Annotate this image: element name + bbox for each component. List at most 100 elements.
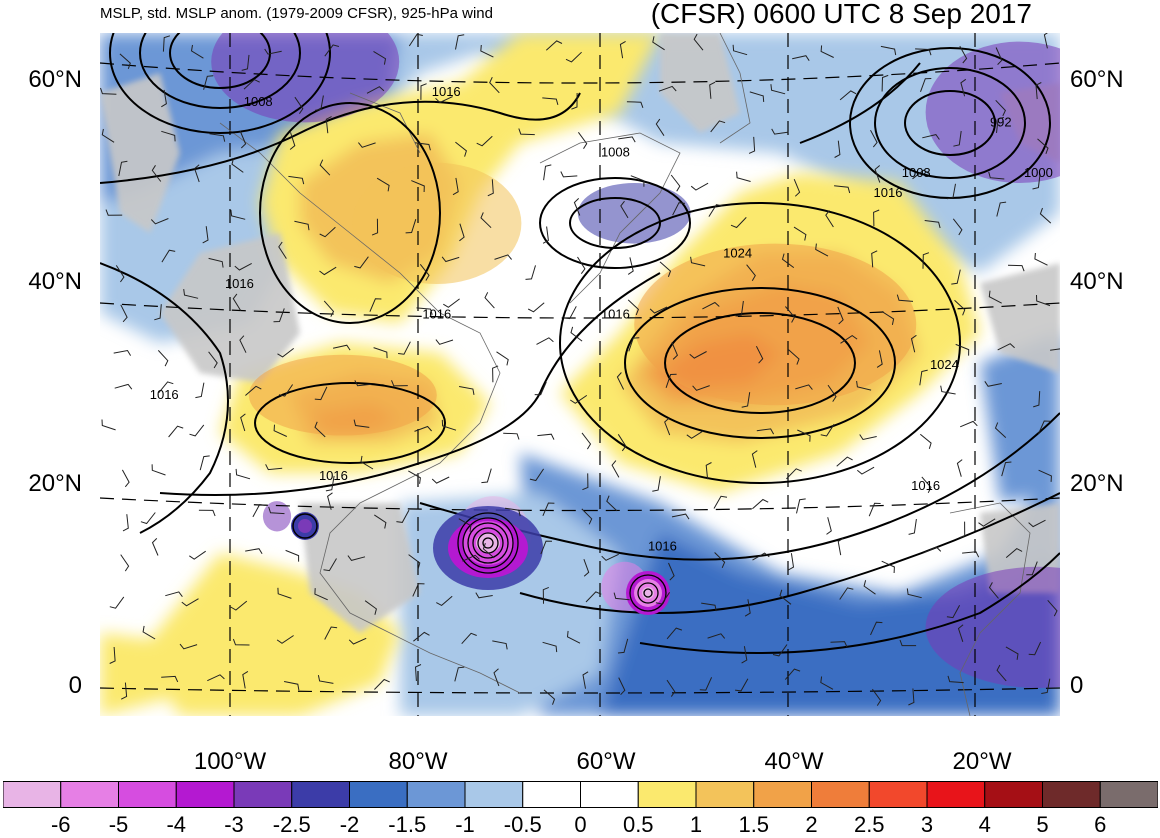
colorbar-swatch xyxy=(349,781,408,808)
wind-barb xyxy=(492,365,499,383)
wind-barb xyxy=(317,675,334,684)
wind-barb xyxy=(577,256,586,274)
lat-label-left: 20°N xyxy=(28,470,82,497)
wind-barb xyxy=(414,425,432,432)
wind-barb xyxy=(161,130,176,142)
wind-barb xyxy=(374,678,390,690)
wind-barb xyxy=(243,79,260,90)
wind-barb xyxy=(161,249,176,263)
wind-barb xyxy=(582,473,589,491)
wind-barb xyxy=(701,602,717,612)
wind-barb xyxy=(1007,264,1025,272)
colorbar-label: -1 xyxy=(455,812,475,837)
wind-barb xyxy=(565,51,582,63)
wind-barb xyxy=(954,299,966,316)
wind-barb xyxy=(995,99,1007,117)
map-title-right: (CFSR) 0600 UTC 8 Sep 2017 xyxy=(650,0,1032,29)
wind-barb xyxy=(189,424,205,437)
wind-barb xyxy=(988,171,1005,180)
lon-label: 20°W xyxy=(952,748,1012,775)
wind-barb xyxy=(830,641,848,648)
storm-irma xyxy=(433,506,543,590)
wind-barb xyxy=(834,185,851,194)
wind-barb xyxy=(1026,561,1038,576)
colorbar-label: -3 xyxy=(224,812,244,837)
wind-barb xyxy=(277,348,295,358)
wind-barb xyxy=(755,345,764,364)
wind-barb xyxy=(114,383,133,390)
isobar-label: 1016 xyxy=(432,84,461,99)
colorbar-swatch xyxy=(233,781,293,808)
colorbar xyxy=(2,781,1159,808)
wind-barb xyxy=(915,48,932,56)
wind-barb xyxy=(540,540,553,555)
wind-barb xyxy=(836,456,853,467)
wind-barb xyxy=(752,552,770,561)
wind-barb xyxy=(746,264,756,282)
colorbar-swatch xyxy=(984,781,1043,808)
anomaly-region xyxy=(211,33,400,123)
colorbar-label: 6 xyxy=(1094,812,1107,837)
wind-barb xyxy=(1050,348,1060,351)
wind-barb xyxy=(319,159,331,176)
wind-barb xyxy=(157,350,169,367)
wind-barb xyxy=(996,664,1007,682)
wind-barb xyxy=(1038,469,1052,482)
colorbar-swatch xyxy=(291,781,350,808)
wind-barb xyxy=(958,521,966,539)
wind-barb xyxy=(620,200,629,219)
wind-barb xyxy=(542,502,555,516)
wind-barb xyxy=(708,204,723,217)
colorbar-label: -5 xyxy=(108,812,129,837)
wind-barb xyxy=(779,589,792,605)
wind-barb xyxy=(627,299,639,316)
wind-barb xyxy=(179,643,198,650)
wind-barb xyxy=(241,54,250,71)
lon-label: 60°W xyxy=(576,748,636,775)
wind-barb xyxy=(408,554,421,569)
wind-barb xyxy=(373,50,387,65)
wind-barb xyxy=(611,460,620,478)
colorbar-label: 5 xyxy=(1036,812,1049,837)
wind-barb xyxy=(752,498,769,510)
wind-barb xyxy=(234,262,252,271)
anomaly-region xyxy=(248,354,437,436)
wind-barb xyxy=(529,468,545,482)
wind-barb xyxy=(1028,641,1042,656)
wind-barb xyxy=(542,226,549,244)
wind-barb xyxy=(957,624,964,642)
wind-barb xyxy=(699,677,713,691)
wind-barb xyxy=(788,349,800,365)
wind-barb xyxy=(628,337,640,352)
anomaly-region xyxy=(262,501,292,532)
wind-barb xyxy=(285,549,300,562)
wind-barb xyxy=(284,681,300,691)
wind-barb xyxy=(693,33,704,51)
isobar-labels: 1008 1016 1008 992 1008 1000 1016 1024 1016 1016 1… xyxy=(150,84,1053,553)
wind-barb xyxy=(919,369,928,386)
anomaly-region xyxy=(352,162,522,284)
wind-barb xyxy=(1047,599,1058,617)
wind-barb xyxy=(413,631,430,642)
wind-barb xyxy=(245,548,263,555)
wind-barb xyxy=(618,136,636,143)
wind-barb xyxy=(420,83,427,100)
wind-barb xyxy=(324,626,338,640)
wind-barb xyxy=(151,165,162,182)
anomaly-regions xyxy=(211,33,1060,688)
wind-barb xyxy=(369,298,382,312)
wind-barb xyxy=(273,308,285,323)
wind-barb xyxy=(919,433,932,449)
wind-barb xyxy=(871,688,882,706)
isobars xyxy=(100,33,1060,654)
wind-barb xyxy=(707,633,726,639)
wind-barb xyxy=(325,116,332,134)
wind-barb xyxy=(181,598,199,607)
wind-barb xyxy=(859,434,877,441)
wind-barb xyxy=(232,638,250,646)
wind-barb xyxy=(195,382,205,399)
wind-barb xyxy=(503,432,520,440)
wind-barb xyxy=(868,502,881,517)
wind-barb xyxy=(1043,33,1048,49)
wind-barb xyxy=(1005,646,1019,660)
